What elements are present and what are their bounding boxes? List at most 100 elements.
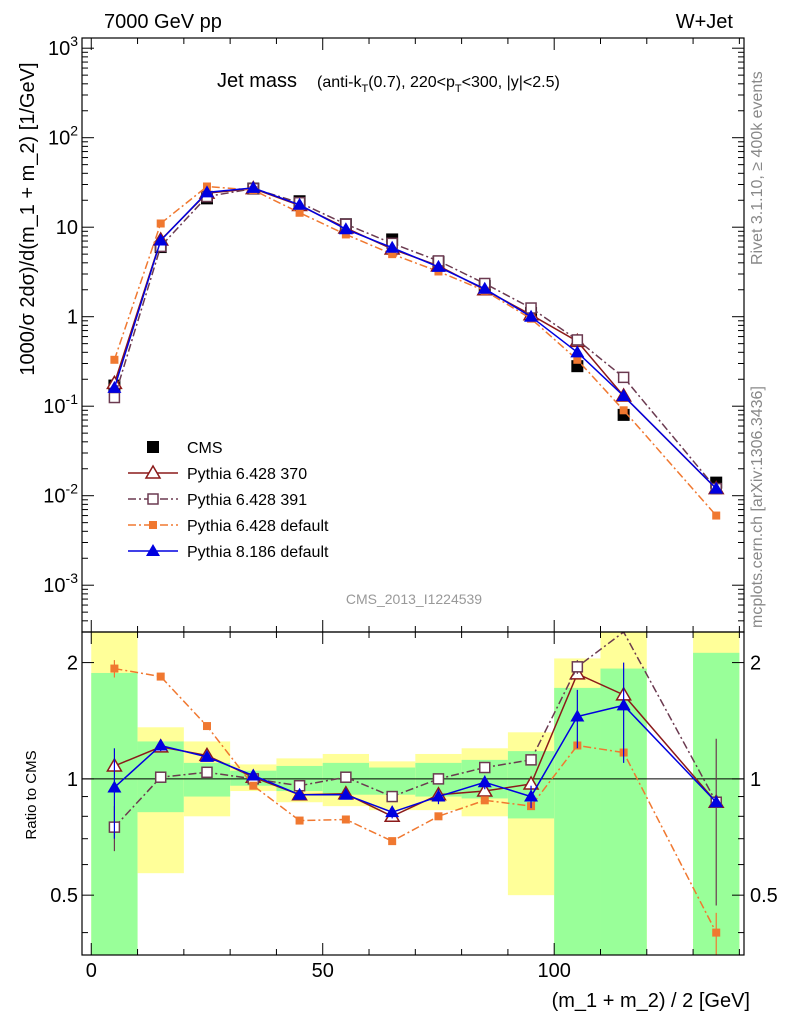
- tick-exp: -3: [66, 570, 79, 586]
- ratio-point-3-2: [199, 749, 214, 762]
- tick-base: 10: [43, 486, 65, 508]
- ratio-point-2-7: [434, 812, 443, 821]
- legend-marker-4: [146, 544, 160, 556]
- ratio-point-1-1: [154, 771, 167, 783]
- main-subtitle: (anti-kT(0.7), 220<pT<300, |y|<2.5): [317, 74, 560, 95]
- main-frame: [81, 37, 745, 633]
- ratio-panel: [106, 632, 725, 955]
- tick-exp: -2: [66, 481, 79, 497]
- legend: CMS Pythia 6.428 370 Pythia 6.428 391 Pythi…: [128, 440, 329, 561]
- main-ytick-label-4: 10: [56, 217, 78, 239]
- tick-base: 10: [43, 396, 65, 418]
- ratio-point-1-8: [479, 761, 491, 774]
- rivet-label: Rivet 3.1.10, ≥ 400k events: [749, 71, 766, 265]
- ratio-point-2-2: [202, 722, 211, 731]
- legend-marker-0: [147, 441, 159, 453]
- main-point-4-3: [246, 180, 261, 193]
- ratio-point-3-5: [338, 787, 353, 800]
- ratio-point-3-9: [524, 789, 539, 802]
- main-panel: [106, 180, 725, 520]
- main-point-4-7: [431, 259, 446, 272]
- main-point-4-0: [107, 380, 122, 393]
- ratio-point-3-1: [153, 738, 168, 751]
- ratio-frame: [81, 631, 745, 956]
- tick-base: 10: [48, 128, 70, 150]
- main-ytick-label-5: 102: [48, 123, 78, 150]
- ratio-point-1-9: [525, 754, 537, 766]
- main-point-3-10: [573, 355, 582, 364]
- main-point-3-6: [388, 250, 397, 259]
- legend-label-4: Pythia 8.186 default: [187, 544, 329, 561]
- ratio-point-1-5: [340, 771, 352, 783]
- ratio-point-1-7: [432, 773, 445, 785]
- main-ytick-label-6: 103: [48, 33, 78, 60]
- ratio-point-1-2: [201, 766, 213, 779]
- ratio-point-1-6: [386, 790, 398, 803]
- main-point-4-6: [385, 240, 400, 253]
- x-tick-label-0: 0: [86, 960, 97, 982]
- ratio-point-3-6: [385, 805, 400, 818]
- ratio-point-2-8: [480, 796, 489, 805]
- tick-base: 10: [43, 575, 65, 597]
- ratio-ytick-label-0: 0.5: [50, 885, 78, 907]
- uncertainty-bands: [82, 632, 744, 955]
- legend-label-0: CMS: [187, 440, 223, 457]
- main-ytick-label-0: 10-3: [43, 570, 78, 597]
- main-ytick-label-2: 10-1: [43, 391, 78, 418]
- main-point-4-8: [477, 281, 492, 294]
- main-point-2-10: [571, 334, 584, 346]
- main-point-2-0: [108, 391, 121, 404]
- ratio-point-3-0: [107, 780, 122, 793]
- ratio-point-3-12: [709, 795, 724, 808]
- tick-exp: 3: [70, 33, 78, 49]
- main-point-4-1: [153, 233, 168, 246]
- ratio-point-3-7: [431, 789, 446, 802]
- analysis-label: CMS_2013_I1224539: [346, 591, 482, 607]
- legend-label-2: Pythia 6.428 391: [187, 492, 307, 509]
- ratio-point-2-1: [156, 672, 165, 681]
- main-point-3-0: [110, 355, 119, 364]
- ratio-point-3-4: [292, 787, 307, 800]
- tick-exp: 2: [70, 123, 78, 139]
- tick-base: 10: [48, 38, 70, 60]
- mcplots-label: mcplots.cern.ch [arXiv:1306.3436]: [749, 386, 766, 628]
- main-point-3-11: [619, 406, 628, 415]
- main-series-4: [107, 180, 724, 494]
- main-point-4-5: [338, 222, 353, 235]
- ratio-ytick-label-1: 1: [67, 769, 78, 791]
- ratio-point-3-10: [570, 709, 585, 722]
- main-point-4-2: [199, 185, 214, 198]
- tick-exp: -1: [66, 391, 79, 407]
- ratio-point-0-8: [476, 782, 494, 797]
- main-point-3-4: [295, 208, 304, 217]
- main-point-4-11: [616, 389, 631, 402]
- main-point-3-5: [341, 230, 350, 239]
- main-ytick-label-3: 1: [67, 307, 78, 329]
- ratio-point-1-10: [571, 661, 584, 673]
- main-point-3-12: [712, 511, 721, 520]
- ratio-point-2-4: [295, 816, 304, 825]
- legend-marker-2: [147, 493, 159, 505]
- legend-label-1: Pythia 6.428 370: [187, 466, 307, 483]
- ratio-point-2-3: [249, 781, 258, 790]
- ratio-ytick-label-2: 2: [67, 653, 78, 675]
- ratio-point-2-5: [341, 815, 350, 824]
- ratio-ytick-label-right-0: 0.5: [750, 885, 778, 907]
- legend-marker-1: [144, 464, 162, 479]
- main-title: Jet mass: [217, 70, 297, 92]
- ratio-point-3-3: [246, 768, 261, 781]
- ratio-point-2-0: [110, 664, 119, 673]
- main-ytick-label-1: 10-2: [43, 481, 78, 508]
- main-point-4-12: [709, 481, 724, 494]
- ratio-ytick-label-right-1: 1: [750, 769, 761, 791]
- ratio-ylabel: Ratio to CMS: [23, 750, 40, 839]
- main-ylabel: 1000/σ 2dσ)/d(m_1 + m_2) [1/GeV]: [17, 62, 39, 375]
- main-point-4-9: [524, 309, 539, 322]
- legend-marker-3: [149, 521, 157, 529]
- header-right: W+Jet: [676, 11, 734, 33]
- x-tick-label-1: 50: [312, 960, 334, 982]
- main-point-4-4: [292, 197, 307, 210]
